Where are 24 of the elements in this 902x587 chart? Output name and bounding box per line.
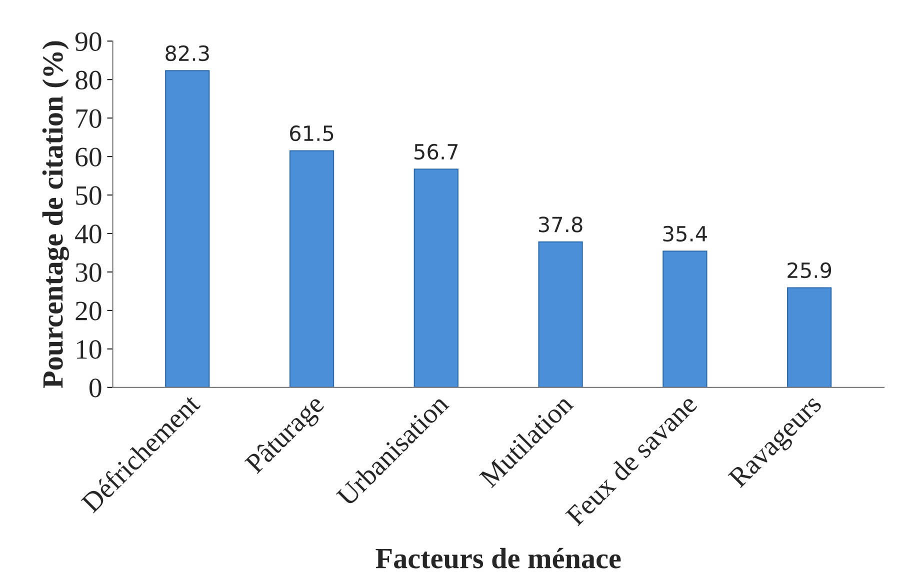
y-tick-label: 80	[76, 70, 102, 90]
y-tick-label: 10	[77, 340, 102, 359]
y-tick-label: 20	[76, 302, 102, 320]
bar	[289, 150, 334, 388]
bar	[165, 70, 210, 388]
y-tick-label: 50	[76, 186, 102, 205]
y-tick-label: 0	[90, 378, 102, 398]
y-tick-label: 60	[76, 148, 102, 166]
bar	[787, 287, 832, 388]
data-label: 61.5	[290, 125, 334, 142]
data-label: 35.4	[663, 226, 707, 242]
y-tick-label: 70	[76, 109, 102, 128]
data-label: 25.9	[788, 262, 832, 278]
y-tick-label: 40	[75, 224, 102, 244]
bar	[538, 241, 583, 388]
data-label: 56.7	[414, 144, 458, 160]
bar	[414, 168, 458, 388]
y-tick-label: 90	[75, 32, 102, 51]
data-label: 37.8	[538, 216, 582, 232]
bar	[662, 250, 708, 388]
y-axis-title: Pourcentage de citation (%)	[42, 41, 69, 388]
data-label: 82.3	[166, 45, 209, 62]
x-axis-title: Facteurs de ménace	[376, 548, 621, 568]
y-tick-label: 30	[76, 263, 102, 282]
